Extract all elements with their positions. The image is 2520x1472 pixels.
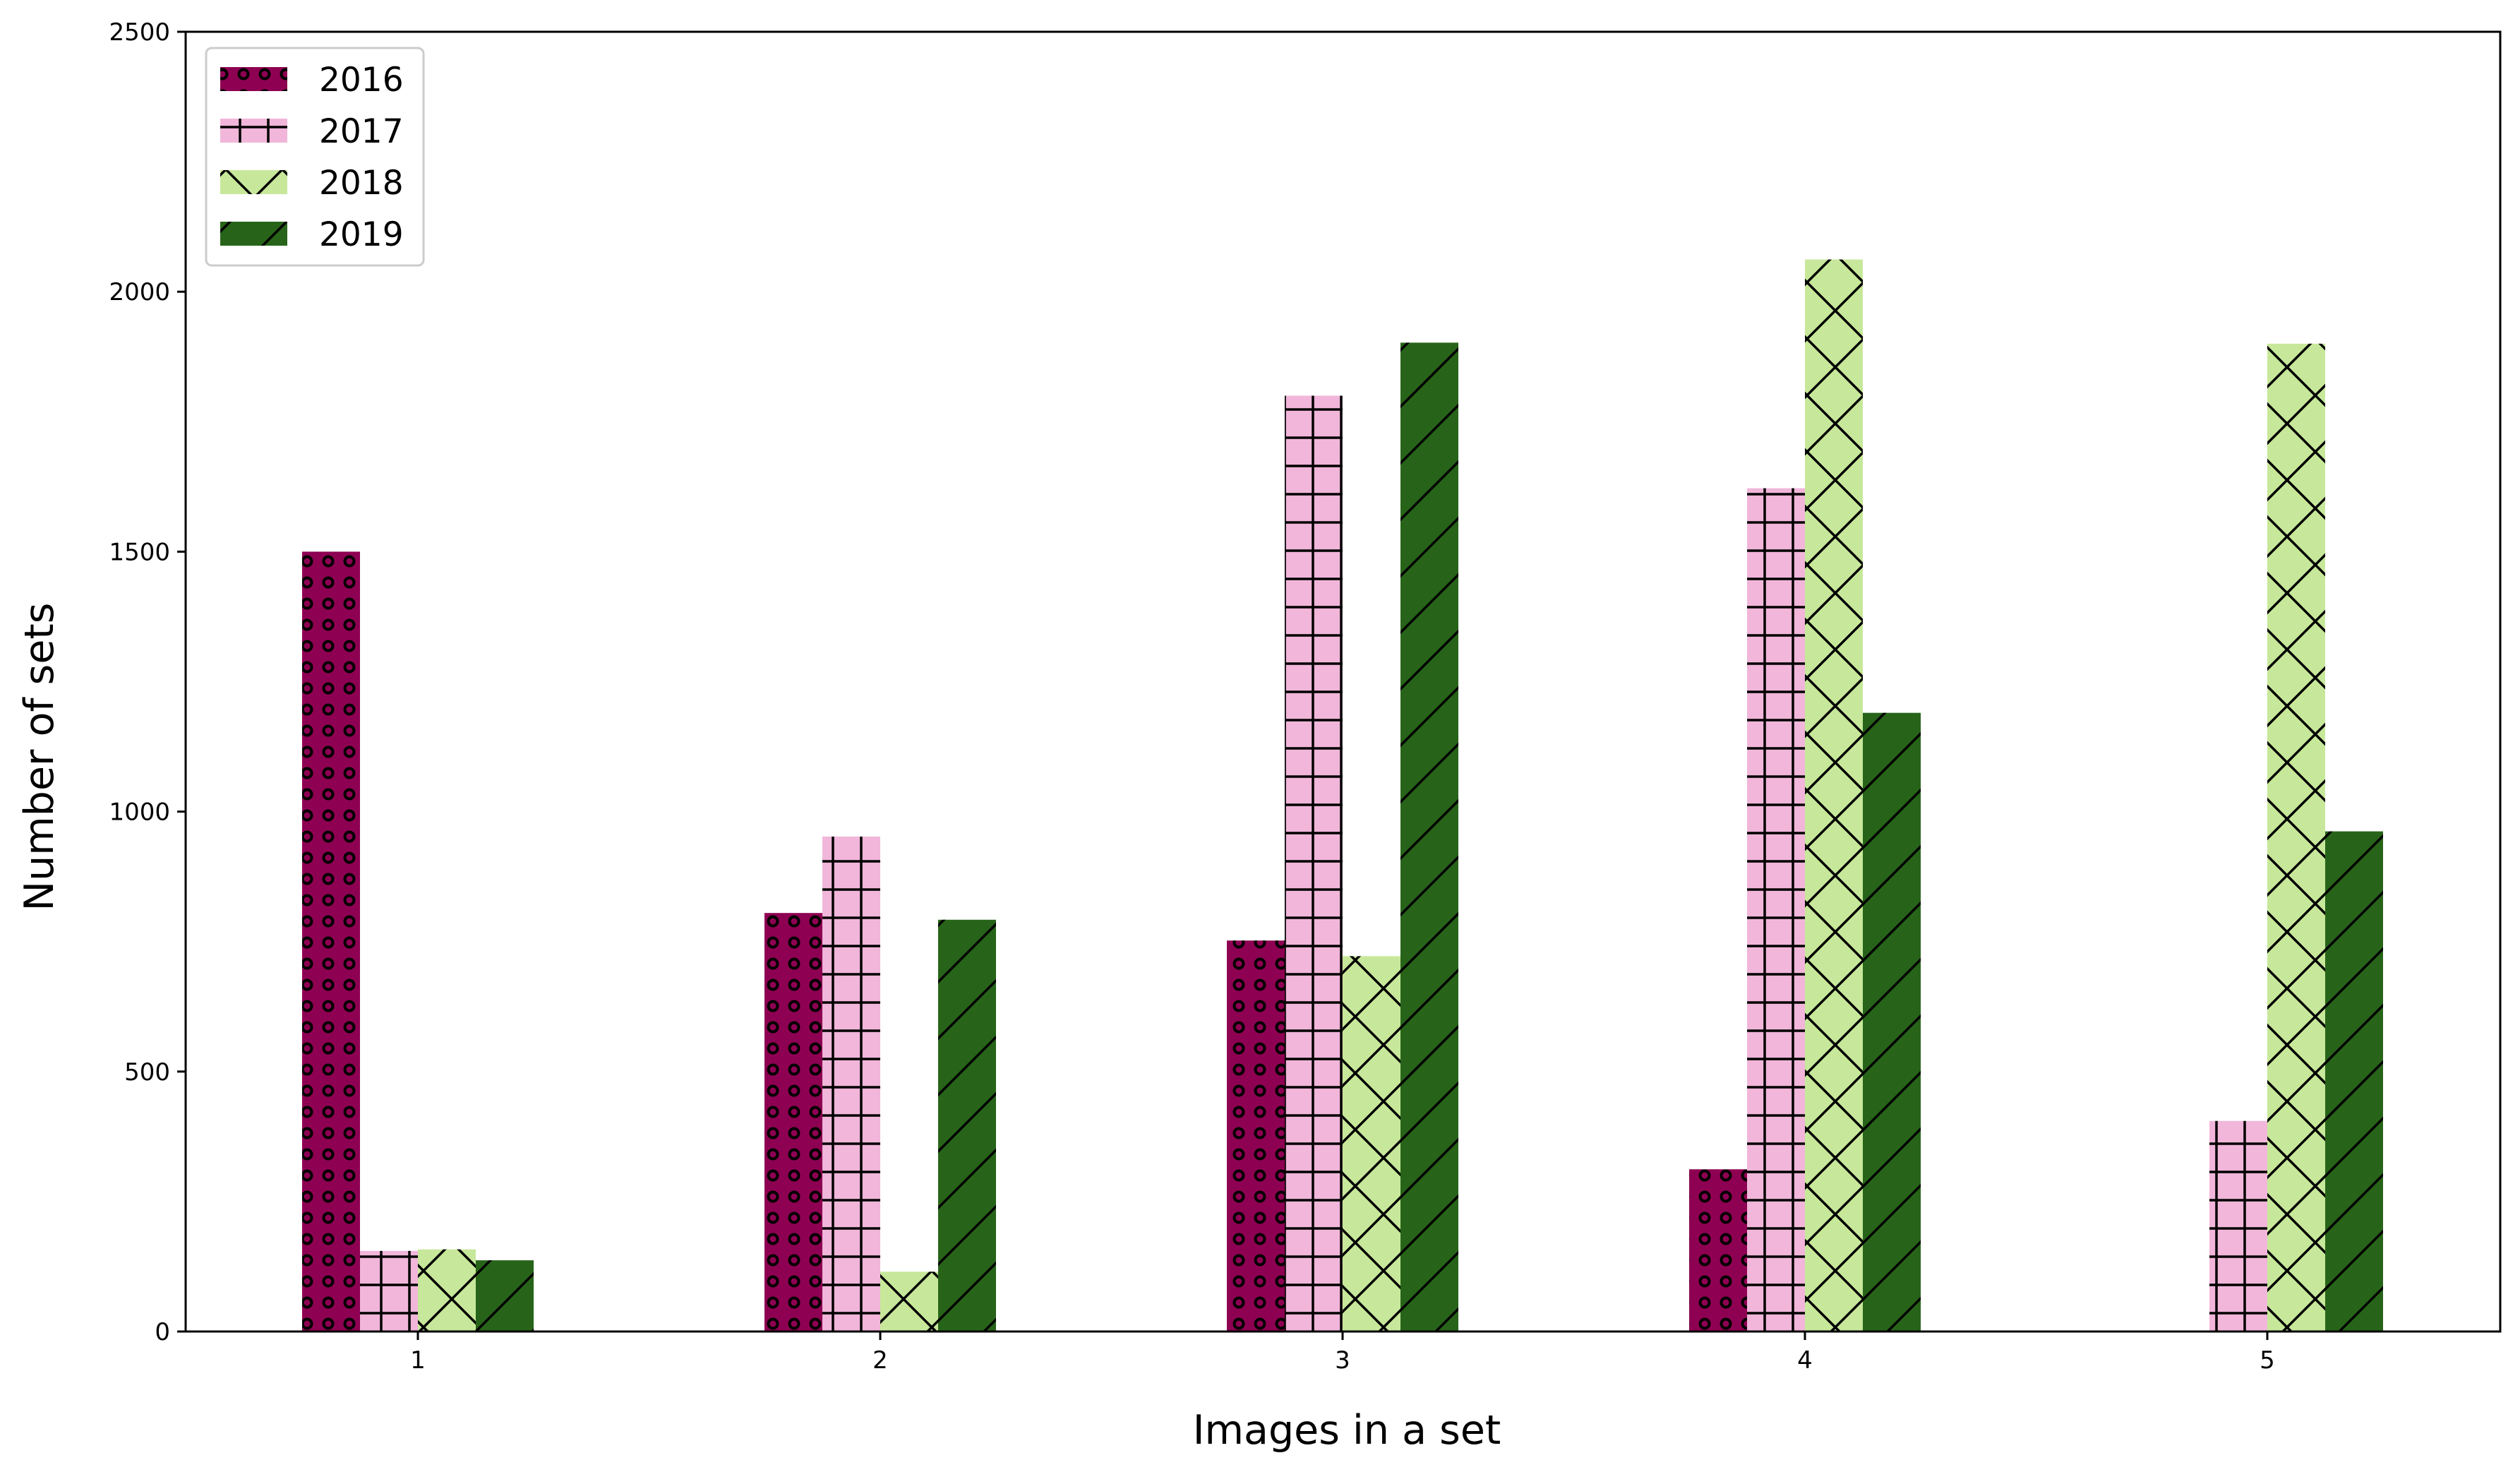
bar-hatch: [1805, 259, 1863, 1332]
bar-hatch: [1747, 488, 1805, 1332]
y-axis-title: Number of sets: [16, 603, 63, 911]
bar-2019-4: [1863, 712, 1921, 1332]
y-tick-label: 1000: [109, 798, 170, 827]
y-tick-label: 2500: [109, 18, 170, 47]
x-tick-label: 3: [1335, 1346, 1350, 1375]
bar-2018-2: [880, 1271, 938, 1332]
bar-hatch: [1285, 395, 1343, 1332]
bar-hatch: [1343, 956, 1400, 1332]
y-tick-label: 2000: [109, 278, 170, 306]
legend-label: 2018: [319, 164, 404, 203]
legend-item-2017: 2017: [220, 112, 404, 151]
x-tick-label: 4: [1797, 1346, 1813, 1375]
bar-hatch: [2325, 831, 2383, 1332]
bar-2016-4: [1689, 1169, 1747, 1332]
legend-item-2019: 2019: [220, 215, 404, 254]
legend-box: [205, 47, 425, 267]
legend-label: 2016: [319, 61, 404, 100]
y-axis-ticks: 0 500 1000 1500 2000 2500: [109, 18, 186, 1346]
bar-hatch: [1863, 712, 1921, 1332]
legend-swatch-hatch: [220, 170, 287, 194]
legend-swatch-hatch: [220, 222, 287, 246]
bar-hatch: [822, 836, 880, 1332]
x-tick-label: 2: [872, 1346, 888, 1375]
bar-2017-1: [360, 1250, 418, 1332]
bar-2019-2: [938, 919, 996, 1332]
legend-swatch-hatch: [220, 67, 287, 91]
bar-2019-1: [476, 1260, 534, 1332]
bar-hatch: [360, 1250, 418, 1332]
y-tick-label: 0: [155, 1318, 170, 1346]
bar-2017-3: [1285, 395, 1343, 1332]
bar-2018-4: [1805, 259, 1863, 1332]
bar-2017-4: [1747, 488, 1805, 1332]
bar-hatch: [2209, 1120, 2267, 1332]
bar-hatch: [2267, 343, 2325, 1332]
bar-hatch: [1689, 1169, 1747, 1332]
y-tick-label: 1500: [109, 538, 170, 566]
bar-hatch: [938, 919, 996, 1332]
bar-2016-3: [1227, 940, 1285, 1332]
legend: 2016 2017 2018 2019: [205, 47, 425, 267]
bar-2017-5: [2209, 1120, 2267, 1332]
bar-hatch: [418, 1249, 476, 1332]
x-tick-label: 1: [410, 1346, 426, 1375]
legend-swatch-hatch: [220, 119, 287, 143]
bar-2018-1: [418, 1249, 476, 1332]
bar-2018-5: [2267, 343, 2325, 1332]
bar-2016-2: [764, 913, 822, 1332]
bar-hatch: [880, 1271, 938, 1332]
bar-hatch: [1227, 940, 1285, 1332]
bar-2017-2: [822, 836, 880, 1332]
bar-2016-1: [302, 551, 360, 1332]
legend-item-2016: 2016: [220, 61, 404, 100]
bar-2019-3: [1400, 342, 1458, 1332]
bar-2019-5: [2325, 831, 2383, 1332]
x-axis-title: Images in a set: [1193, 1407, 1501, 1454]
y-tick-label: 500: [124, 1058, 170, 1087]
x-tick-label: 5: [2260, 1346, 2275, 1375]
bar-2018-3: [1343, 956, 1400, 1332]
legend-label: 2019: [319, 215, 404, 254]
x-axis-ticks: 1 2 3 4 5: [410, 1332, 2275, 1375]
bar-hatch: [476, 1260, 534, 1332]
legend-item-2018: 2018: [220, 164, 404, 203]
bar-hatch: [302, 551, 360, 1332]
legend-label: 2017: [319, 112, 404, 151]
bar-hatch: [1400, 342, 1458, 1332]
bars-layer: [302, 259, 2383, 1332]
bar-hatch: [764, 913, 822, 1332]
